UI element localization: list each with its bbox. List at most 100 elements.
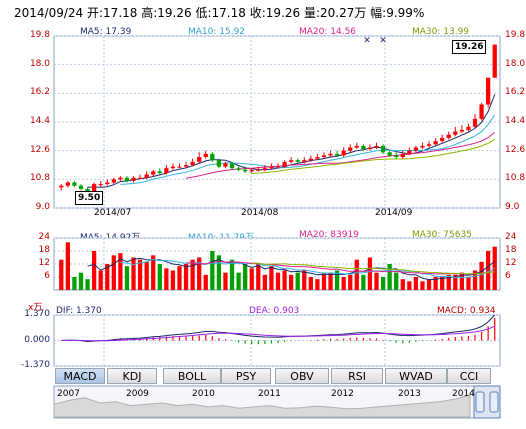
volume-tick-right: 12 [505,258,517,268]
volume-bar [295,272,300,290]
volume-bar [256,264,261,290]
candle-body [124,177,130,181]
candle-body [177,166,182,168]
tab-cci[interactable]: CCI [447,368,491,384]
candle-body [374,145,379,148]
candle-body [72,182,77,186]
volume-bar [243,264,248,290]
volume-bar [210,251,215,290]
volume-bar [453,274,458,290]
volume-bar [348,274,353,290]
volume-bar [131,257,136,290]
quote-date: 2014/09/24 [14,6,84,20]
volume-bar [459,272,465,290]
price-tick-right: 10.8 [505,173,526,184]
close-value: 19.26 [265,6,301,20]
volume-bar [190,259,195,290]
timeline-year-2007: 2007 [57,389,80,399]
ma10-line [120,114,496,185]
volume-bar [374,272,379,290]
volume-bar [380,277,386,290]
price-tick-left: 16.2 [29,87,50,98]
price-tick-right: 14.4 [505,116,526,126]
candle-body [341,150,346,156]
candle-body [118,177,123,180]
volume-tick-left: 24 [38,232,50,242]
volume-bar [308,277,313,290]
tab-boll[interactable]: BOLL [163,368,221,384]
volume-bar [78,272,84,290]
volume-tick-left: 12 [38,258,50,268]
candle-body [413,147,419,151]
timeline-year-2012: 2012 [331,389,354,399]
price-panel [53,35,501,209]
tab-macd[interactable]: MACD [55,368,105,384]
macd-tick: 1.370 [24,309,50,319]
macd-legend-dif: DIF: 1.370 [56,306,102,316]
volume-value: 20.27万 [319,6,367,20]
change-label: 幅: [370,6,387,20]
volume-bar [354,259,359,290]
candle-body [492,44,497,78]
candle-body [183,165,189,167]
volume-bar [144,261,149,290]
candle-body [472,118,478,127]
quote-header: 2014/09/24 开:17.18 高:19.26 低:17.18 收:19.… [14,4,424,21]
candle-body [59,185,64,188]
candle-body [210,153,215,161]
timeline-handle-right[interactable] [489,391,499,413]
candle-body [243,169,248,172]
volume-bar [407,281,412,290]
high-label: 高: [141,6,158,20]
volume-bar [472,270,478,290]
candle-body [420,145,425,148]
volume-bar [433,277,438,290]
volume-bar [446,274,451,290]
candle-body [315,157,320,159]
tab-psy[interactable]: PSY [221,368,271,384]
volume-bar [203,274,208,290]
volume-bar [111,255,116,290]
candle-body [295,160,300,162]
volume-bar [328,272,333,290]
volume-bar [269,266,274,290]
candle-body [282,161,287,167]
candle-body [486,77,491,105]
date-tick-aug: 2014/08 [241,208,279,218]
candle-body [453,131,458,135]
low-label: 低: [195,6,212,20]
tab-wvad[interactable]: WVAD [385,368,447,384]
timeline-year-2014: 2014 [452,389,475,399]
volume-bar [426,279,432,290]
candle-body [348,147,353,151]
date-tick-jul: 2014/07 [94,208,132,218]
candle-body [216,160,222,167]
volume-bar [387,264,392,290]
tab-rsi[interactable]: RSI [331,368,383,384]
volume-bar [486,251,491,290]
high-value: 19.26 [157,6,192,20]
candle-body [328,153,333,156]
tab-kdj[interactable]: KDJ [107,368,157,384]
candle-body [157,171,162,173]
candle-body [440,137,445,142]
tab-obv[interactable]: OBV [275,368,329,384]
candle-body [197,157,202,162]
ma30-line [251,138,495,175]
candle-body [433,141,438,145]
candle-body [78,185,84,189]
price-tick-left: 19.8 [29,30,50,40]
volume-bar [91,251,97,290]
legend-ma5: MA5: 17.39 [80,27,132,37]
timeline-handle-left[interactable] [475,391,485,413]
price-tick-right: 12.6 [505,144,526,155]
volume-label: 量: [303,6,320,20]
candle-body [479,104,484,119]
timeline-area [53,394,471,418]
volume-bar [118,253,123,290]
candle-body [65,182,70,186]
volume-bar [229,259,235,290]
volume-tick-right: 24 [505,232,517,242]
